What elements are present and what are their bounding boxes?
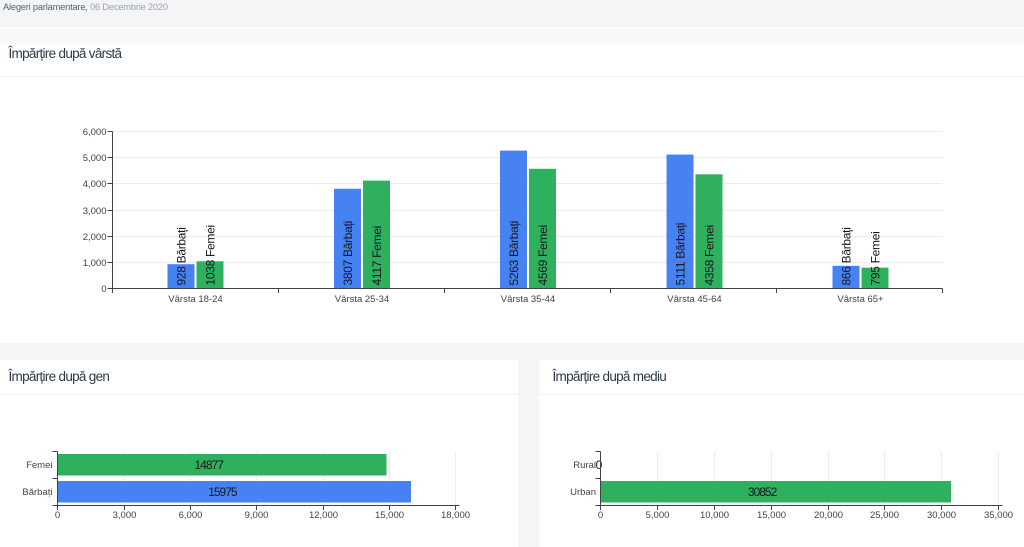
svg-text:1,000: 1,000 bbox=[83, 258, 107, 269]
svg-text:4569 Femei: 4569 Femei bbox=[536, 225, 550, 285]
svg-text:0: 0 bbox=[55, 510, 60, 521]
svg-text:Vârsta 65+: Vârsta 65+ bbox=[837, 294, 884, 305]
svg-text:Urban: Urban bbox=[570, 487, 596, 498]
svg-text:3,000: 3,000 bbox=[83, 206, 107, 217]
svg-text:Vârsta 25-34: Vârsta 25-34 bbox=[335, 294, 389, 305]
svg-text:5111 Bărbați: 5111 Bărbați bbox=[673, 223, 687, 286]
svg-text:Vârsta 35-44: Vârsta 35-44 bbox=[501, 294, 555, 305]
svg-text:35,000: 35,000 bbox=[984, 510, 1013, 521]
svg-text:Femei: Femei bbox=[26, 460, 52, 471]
svg-text:9,000: 9,000 bbox=[245, 510, 269, 521]
svg-text:795 Femei: 795 Femei bbox=[868, 232, 882, 286]
svg-text:30,000: 30,000 bbox=[927, 510, 956, 521]
svg-text:928 Bărbați: 928 Bărbați bbox=[174, 227, 188, 285]
svg-text:4358 Femei: 4358 Femei bbox=[702, 225, 716, 285]
svg-text:14877: 14877 bbox=[195, 458, 225, 472]
svg-text:2,000: 2,000 bbox=[83, 232, 107, 243]
svg-text:0: 0 bbox=[101, 284, 106, 295]
svg-text:5263 Bărbați: 5263 Bărbați bbox=[507, 221, 521, 285]
svg-text:25,000: 25,000 bbox=[870, 510, 899, 521]
svg-text:15975: 15975 bbox=[208, 485, 238, 499]
svg-text:6,000: 6,000 bbox=[179, 510, 203, 521]
svg-text:4,000: 4,000 bbox=[83, 179, 107, 190]
svg-text:3807 Bărbați: 3807 Bărbați bbox=[341, 221, 355, 285]
svg-text:3,000: 3,000 bbox=[113, 510, 137, 521]
svg-text:0: 0 bbox=[596, 458, 603, 472]
svg-text:1038 Femei: 1038 Femei bbox=[203, 225, 217, 285]
svg-text:30852: 30852 bbox=[748, 485, 778, 499]
svg-text:Vârsta 18-24: Vârsta 18-24 bbox=[168, 294, 222, 305]
svg-text:12,000: 12,000 bbox=[309, 510, 338, 521]
svg-text:18,000: 18,000 bbox=[441, 510, 470, 521]
svg-text:5,000: 5,000 bbox=[83, 153, 107, 164]
svg-text:5,000: 5,000 bbox=[646, 510, 670, 521]
svg-text:20,000: 20,000 bbox=[814, 510, 843, 521]
svg-text:10,000: 10,000 bbox=[700, 510, 729, 521]
svg-text:Rural: Rural bbox=[573, 460, 596, 471]
svg-text:4117 Femei: 4117 Femei bbox=[370, 226, 384, 285]
svg-text:6,000: 6,000 bbox=[83, 127, 107, 138]
svg-text:15,000: 15,000 bbox=[375, 510, 404, 521]
svg-text:866 Bărbați: 866 Bărbați bbox=[839, 227, 853, 285]
svg-text:Vârsta 45-64: Vârsta 45-64 bbox=[667, 294, 721, 305]
svg-text:Bărbați: Bărbați bbox=[22, 487, 52, 498]
svg-text:0: 0 bbox=[598, 510, 603, 521]
svg-text:15,000: 15,000 bbox=[757, 510, 786, 521]
